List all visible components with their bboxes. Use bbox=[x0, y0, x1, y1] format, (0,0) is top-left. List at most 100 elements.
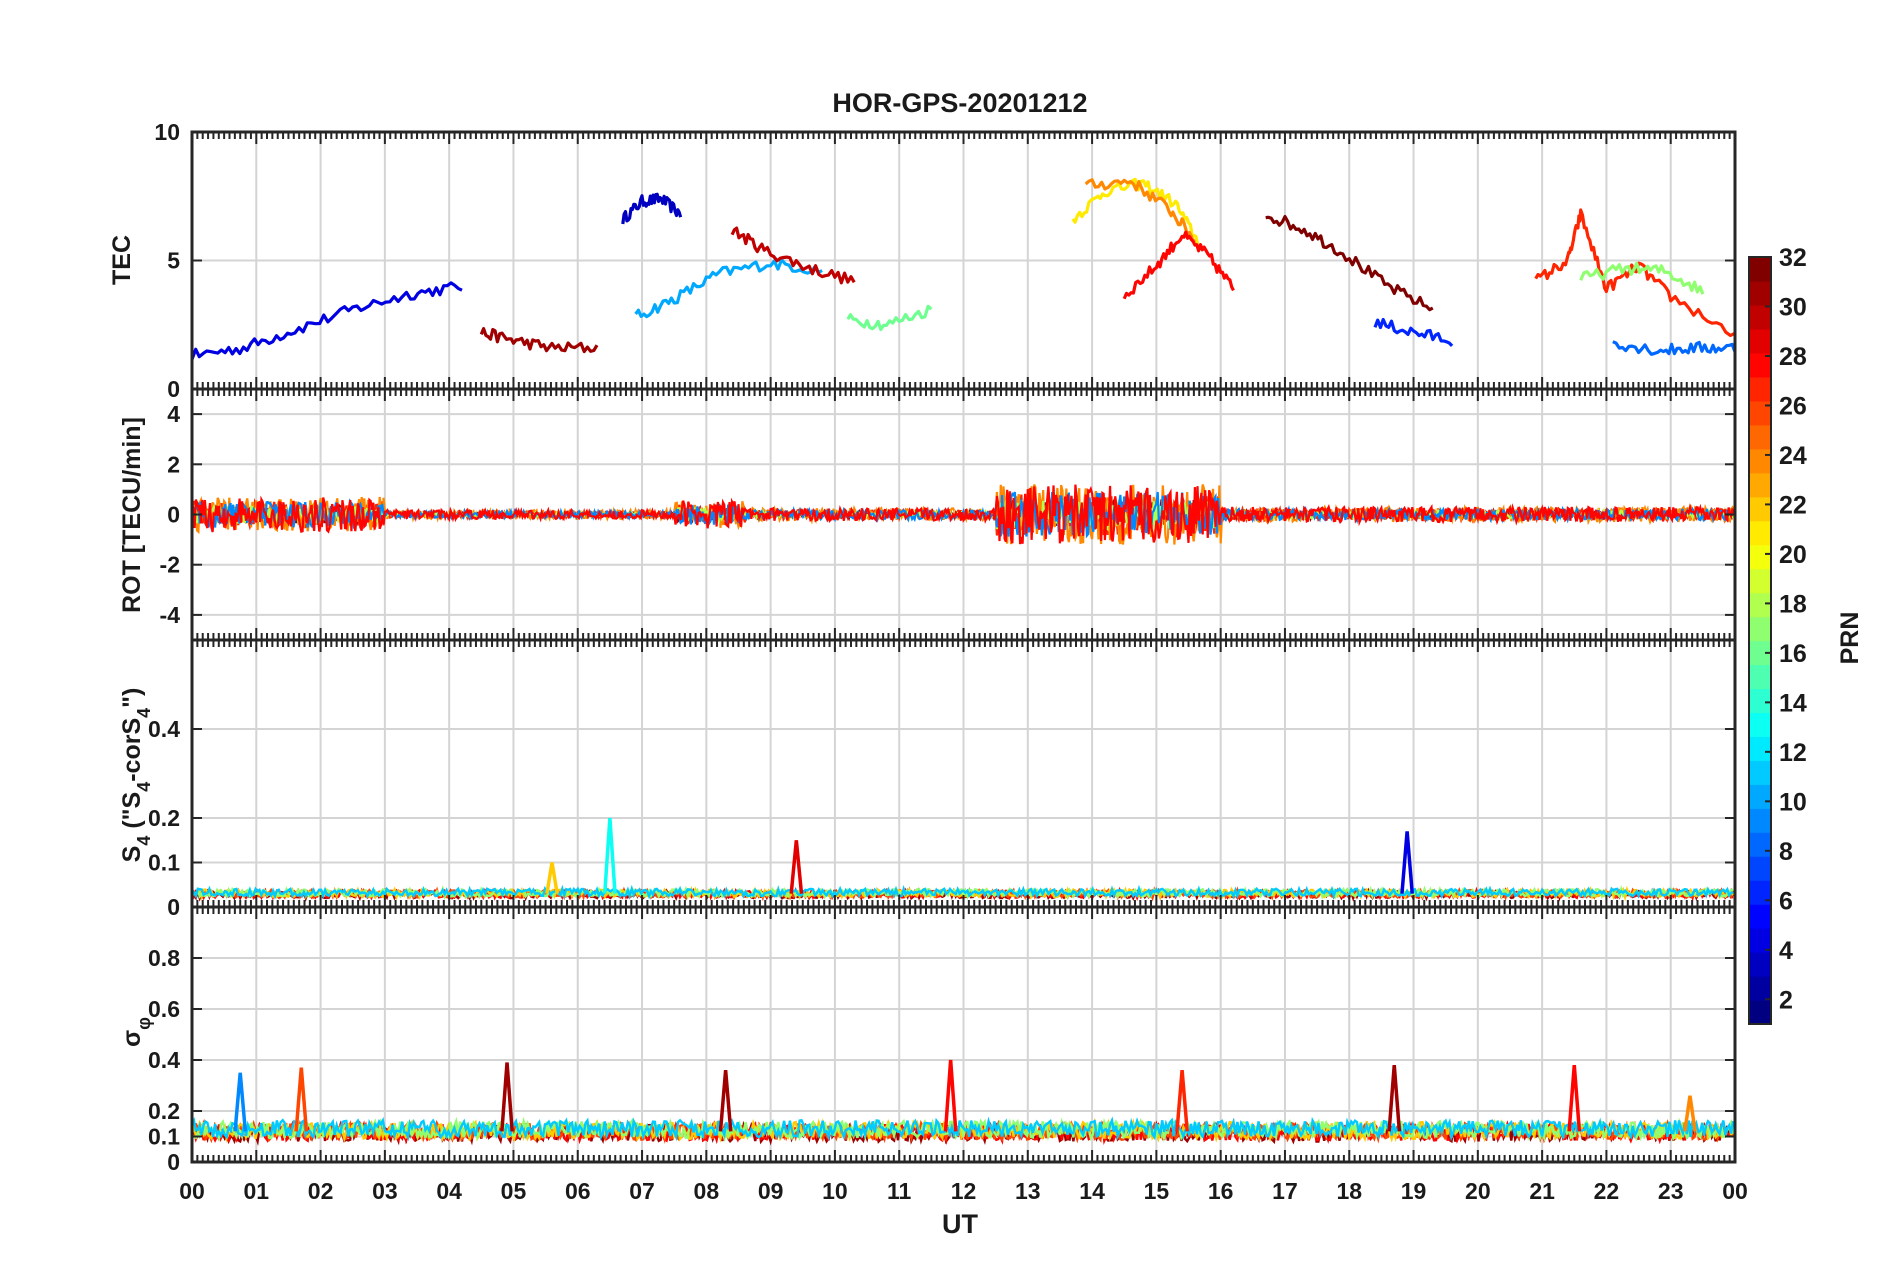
peak-prn-4 bbox=[1400, 831, 1415, 894]
series-prn-30 bbox=[730, 226, 856, 285]
x-tick-label: 03 bbox=[372, 1178, 398, 1204]
y-tick-label: -4 bbox=[160, 602, 181, 628]
colorbar-segment bbox=[1749, 496, 1771, 522]
y-axis-label-1: TEC bbox=[108, 235, 136, 285]
x-tick-label: 10 bbox=[822, 1178, 848, 1204]
x-tick-label: 15 bbox=[1144, 1178, 1170, 1204]
series-prn-21 bbox=[1071, 177, 1203, 251]
colorbar-tick-label: 16 bbox=[1779, 640, 1807, 668]
colorbar-tick-label: 10 bbox=[1779, 788, 1807, 816]
colorbar-segment bbox=[1749, 376, 1771, 402]
x-tick-label: 00 bbox=[1722, 1178, 1748, 1204]
colorbar-tick-label: 4 bbox=[1779, 937, 1793, 965]
y-tick-label: 0 bbox=[167, 1149, 180, 1175]
y-tick-label: 0 bbox=[167, 502, 180, 528]
colorbar-tick-label: 30 bbox=[1779, 293, 1807, 321]
x-tick-label: 08 bbox=[694, 1178, 720, 1204]
colorbar-segment bbox=[1749, 904, 1771, 929]
y-tick-label: -2 bbox=[160, 552, 180, 578]
colorbar-segment bbox=[1749, 328, 1771, 354]
colorbar-segment bbox=[1749, 544, 1771, 570]
y-tick-label: 0.1 bbox=[148, 850, 180, 876]
y-axis-label-2: ROT [TECU/min] bbox=[118, 417, 146, 613]
panel-3: 0 0.1 0.2 0.4S4 ("S4-corS4") bbox=[118, 638, 1737, 920]
colorbar-tick-label: 22 bbox=[1779, 491, 1807, 519]
colorbar-segment bbox=[1749, 424, 1771, 450]
x-tick-label: 09 bbox=[758, 1178, 784, 1204]
series-prn-4 bbox=[192, 281, 463, 360]
peak-prn-22 bbox=[545, 862, 559, 894]
colorbar-segment bbox=[1749, 880, 1771, 905]
x-tick-label: 14 bbox=[1079, 1178, 1105, 1204]
colorbar-segment bbox=[1749, 760, 1771, 785]
series-group bbox=[192, 177, 1735, 360]
colorbar-segment bbox=[1749, 640, 1771, 666]
y-tick-label: 0 bbox=[167, 894, 180, 920]
colorbar-segment bbox=[1749, 832, 1771, 857]
peak-prn-27 bbox=[1175, 1070, 1189, 1132]
panel-1: 0 5 10 TEC bbox=[108, 119, 1737, 402]
peak-prn-28 bbox=[1567, 1064, 1582, 1132]
peak-prn-13 bbox=[603, 817, 617, 894]
colorbar-segment bbox=[1749, 520, 1771, 546]
x-tick-label: 21 bbox=[1529, 1178, 1555, 1204]
x-axis-label: UT bbox=[942, 1209, 978, 1239]
x-tick-label: 02 bbox=[308, 1178, 334, 1204]
y-tick-label: 0.2 bbox=[148, 805, 180, 831]
series-prn-28 bbox=[1122, 230, 1235, 300]
y-tick-label: 4 bbox=[167, 401, 180, 427]
peak-prn-31 bbox=[500, 1062, 514, 1132]
colorbar-segment bbox=[1749, 976, 1771, 1001]
colorbar-segment bbox=[1749, 280, 1771, 306]
grid bbox=[192, 907, 1735, 1163]
y-tick-label: 2 bbox=[167, 451, 180, 477]
series-prn-3 bbox=[621, 192, 683, 225]
colorbar-segment bbox=[1749, 808, 1771, 833]
x-tick-label: 04 bbox=[436, 1178, 462, 1204]
peak-prn-29 bbox=[789, 840, 804, 894]
minor-ticks bbox=[191, 907, 1736, 1162]
series-prn-16 bbox=[846, 304, 933, 332]
y-tick-label: 0.4 bbox=[148, 1047, 180, 1073]
colorbar-segment bbox=[1749, 352, 1771, 378]
x-tick-label: 18 bbox=[1336, 1178, 1362, 1204]
colorbar-segment bbox=[1749, 712, 1771, 737]
series-group bbox=[192, 1059, 1735, 1146]
series-prn-17 bbox=[1579, 261, 1705, 295]
x-tick-label: 12 bbox=[951, 1178, 977, 1204]
y-tick-label: 0.6 bbox=[148, 996, 180, 1022]
series-prn-31 bbox=[479, 327, 599, 354]
colorbar-frame bbox=[1748, 256, 1772, 1025]
y-tick-label: 0.8 bbox=[148, 945, 180, 971]
colorbar-tick-label: 12 bbox=[1779, 739, 1807, 767]
x-tick-label: 16 bbox=[1208, 1178, 1234, 1204]
minor-ticks bbox=[191, 132, 1736, 389]
colorbar-segment bbox=[1749, 592, 1771, 618]
x-tick-label: 20 bbox=[1465, 1178, 1491, 1204]
colorbar-tick-label: 32 bbox=[1779, 244, 1807, 272]
colorbar-segment bbox=[1749, 688, 1771, 714]
colorbar-segment bbox=[1749, 1000, 1771, 1025]
colorbar-segment bbox=[1749, 952, 1771, 977]
x-tick-label: 17 bbox=[1272, 1178, 1298, 1204]
peak-prn-9 bbox=[233, 1072, 248, 1132]
x-tick-label: 06 bbox=[565, 1178, 591, 1204]
y-tick-label: 10 bbox=[154, 119, 180, 145]
colorbar-segment bbox=[1749, 472, 1771, 498]
colorbar-segment bbox=[1749, 448, 1771, 474]
chart-title: HOR-GPS-20201212 bbox=[832, 88, 1087, 118]
x-tick-label: 19 bbox=[1401, 1178, 1427, 1204]
colorbar-tick-label: 2 bbox=[1779, 986, 1793, 1014]
colorbar-tick-label: 18 bbox=[1779, 590, 1807, 618]
series-prn-28 bbox=[192, 484, 1735, 545]
colorbar-tick-label: 14 bbox=[1779, 689, 1807, 717]
peak-prn-31 bbox=[1387, 1064, 1402, 1132]
y-tick-label: 0.1 bbox=[148, 1124, 180, 1150]
y-axis-label-3: S4 ("S4-corS4") bbox=[118, 688, 154, 863]
colorbar-tick-label: 24 bbox=[1779, 442, 1807, 470]
x-tick-label: 22 bbox=[1594, 1178, 1620, 1204]
colorbar-segment bbox=[1749, 736, 1771, 761]
